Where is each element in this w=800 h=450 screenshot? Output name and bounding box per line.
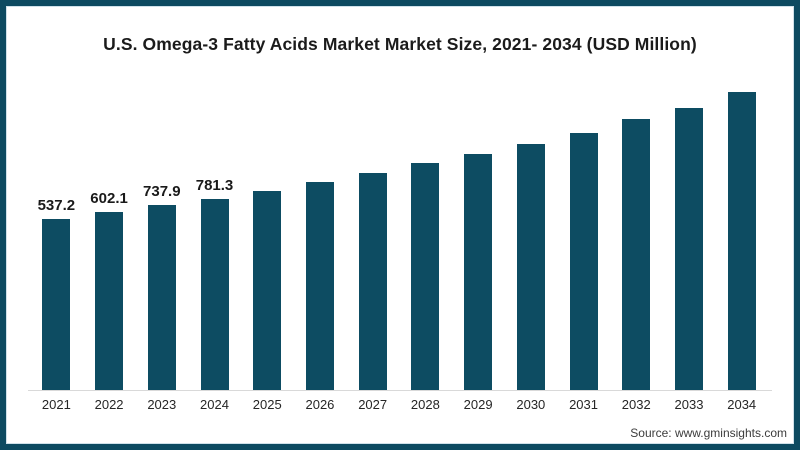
x-axis-label-2027: 2027: [358, 397, 388, 412]
bar-value-label-2022: 602.1: [90, 190, 128, 207]
source-credit: Source: www.gminsights.com: [630, 426, 787, 440]
chart-title: U.S. Omega-3 Fatty Acids Market Market S…: [103, 34, 697, 54]
bar-slot-2034: [715, 0, 768, 390]
bar-2033: [674, 108, 703, 390]
x-axis-label-2024: 2024: [200, 397, 229, 412]
x-axis-label-2025: 2025: [252, 397, 282, 412]
x-axis-line: [28, 390, 772, 391]
bar-2029: [464, 154, 493, 390]
bar-slot-2025: [241, 0, 294, 390]
bar-slot-2024: 781.3: [188, 0, 241, 390]
bar-2025: [253, 191, 282, 390]
bar-2034: [727, 92, 756, 390]
bar-2021: [42, 219, 71, 390]
x-axis-label-2029: 2029: [463, 397, 493, 412]
bar-2023: [147, 205, 176, 390]
bar-2032: [622, 119, 651, 390]
bar-slot-2029: [452, 0, 505, 390]
x-axis-label-2021: 2021: [41, 397, 71, 412]
bar-slot-2032: [610, 0, 663, 390]
bar-2027: [358, 173, 387, 390]
x-axis-labels: 2021 2022 2023 2024 2025 2026 2027 2028 2029 2030…: [30, 397, 768, 412]
x-axis-label-2030: 2030: [516, 397, 546, 412]
bars-area: 537.2 602.1 737.9 781.3: [30, 0, 768, 390]
bar-slot-2027: [346, 0, 399, 390]
x-axis-label-2031: 2031: [569, 397, 598, 412]
bar-2024: [200, 199, 229, 390]
bar-2022: [95, 212, 124, 390]
bar-value-label-2021: 537.2: [37, 197, 76, 214]
bar-slot-2021: 537.2: [30, 0, 83, 390]
bar-2030: [516, 144, 545, 390]
x-axis-label-2026: 2026: [305, 397, 335, 412]
x-axis-label-2028: 2028: [410, 397, 440, 412]
bar-2026: [305, 182, 334, 390]
bar-slot-2028: [399, 0, 452, 390]
x-axis-label-2022: 2022: [94, 397, 124, 412]
bar-slot-2031: [557, 0, 610, 390]
bar-slot-2033: [663, 0, 716, 390]
bar-value-label-2023: 737.9: [143, 183, 181, 200]
x-axis-label-2023: 2023: [147, 397, 177, 412]
bar-value-label-2024: 781.3: [195, 177, 234, 194]
x-axis-label-2032: 2032: [621, 397, 651, 412]
x-axis-label-2034: 2034: [727, 397, 757, 412]
bar-2031: [569, 133, 598, 390]
bar-2028: [411, 163, 440, 390]
bar-slot-2023: 737.9: [135, 0, 188, 390]
bar-slot-2026: [294, 0, 347, 390]
bar-slot-2022: 602.1: [83, 0, 136, 390]
bar-slot-2030: [504, 0, 557, 390]
x-axis-label-2033: 2033: [674, 397, 704, 412]
